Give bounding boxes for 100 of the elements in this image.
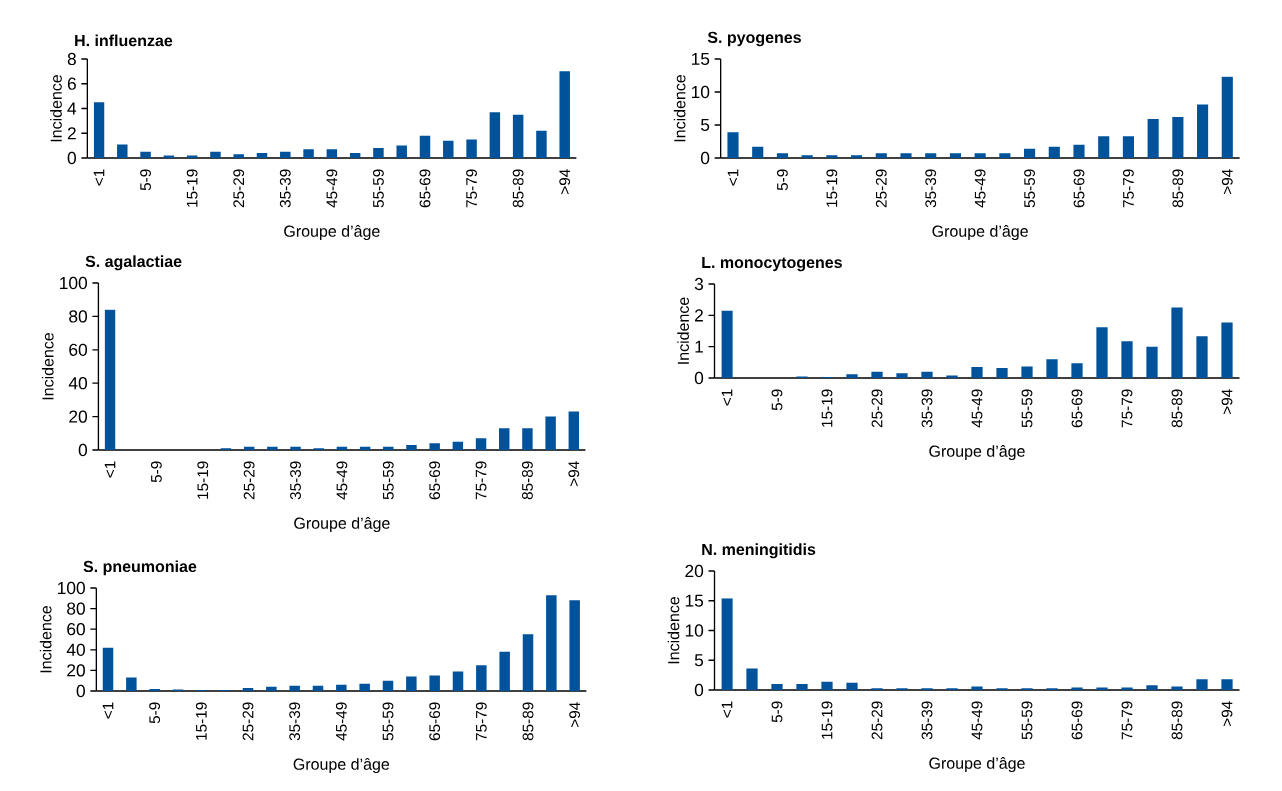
x-tick-label: 65-69 bbox=[1071, 389, 1083, 428]
x-tick-label: 35-39 bbox=[289, 702, 301, 741]
bar bbox=[512, 114, 524, 158]
bar bbox=[1098, 136, 1110, 158]
bar bbox=[1122, 136, 1134, 158]
y-tick-label: 8 bbox=[67, 52, 76, 66]
bar bbox=[536, 130, 547, 158]
x-tick-label: >94 bbox=[1221, 169, 1233, 194]
bar bbox=[267, 446, 278, 450]
bar bbox=[373, 148, 384, 158]
x-tick-label: 75-79 bbox=[1123, 169, 1134, 208]
x-tick-label: 35-39 bbox=[925, 169, 937, 208]
x-tick-label: 35-39 bbox=[290, 461, 301, 500]
bar bbox=[406, 444, 417, 450]
x-tick-label: 25-29 bbox=[242, 702, 254, 741]
x-tick-label: 75-79 bbox=[475, 461, 487, 500]
bar bbox=[846, 682, 858, 690]
x-tick-label: 75-79 bbox=[1121, 701, 1133, 740]
bar bbox=[801, 155, 813, 158]
chart-title: N. meningitidis bbox=[702, 543, 816, 559]
bar bbox=[489, 112, 501, 158]
x-tick-label: 45-49 bbox=[971, 389, 983, 428]
bar bbox=[289, 685, 300, 691]
bar bbox=[303, 149, 314, 158]
y-tick-label: 100 bbox=[58, 581, 85, 595]
x-tick-label: 15-19 bbox=[821, 701, 833, 739]
y-tick-label: 80 bbox=[67, 602, 85, 615]
y-tick-label: 0 bbox=[694, 683, 704, 697]
bar bbox=[821, 681, 833, 690]
bar bbox=[752, 146, 764, 158]
bar bbox=[1171, 307, 1183, 378]
x-tick-label: 85-89 bbox=[512, 169, 524, 208]
x-tick-label: >94 bbox=[568, 461, 580, 486]
x-tick-label: 5-9 bbox=[777, 169, 788, 191]
x-tick-label: >94 bbox=[569, 702, 581, 727]
bar bbox=[476, 665, 487, 691]
y-tick-label: 6 bbox=[67, 77, 76, 90]
bar bbox=[522, 634, 534, 691]
bar bbox=[1221, 76, 1233, 158]
y-tick-label: 20 bbox=[69, 410, 88, 423]
y-tick-label: 0 bbox=[694, 371, 704, 385]
y-tick-label: 10 bbox=[691, 85, 710, 99]
x-tick-label: 15-19 bbox=[197, 461, 209, 499]
x-tick-label: 25-29 bbox=[243, 461, 255, 500]
x-tick-label: >94 bbox=[559, 169, 571, 194]
x-tick-label: 45-49 bbox=[971, 701, 983, 740]
x-tick-label: 55-59 bbox=[382, 461, 394, 500]
y-tick-label: 0 bbox=[700, 151, 710, 165]
x-tick-label: 5-9 bbox=[771, 389, 783, 411]
bar bbox=[126, 677, 137, 691]
x-tick-label: 15-19 bbox=[195, 702, 207, 740]
x-tick-label: 35-39 bbox=[921, 389, 933, 428]
x-tick-label: 25-29 bbox=[233, 169, 245, 208]
bar bbox=[569, 600, 580, 691]
y-tick-label: 15 bbox=[691, 52, 710, 66]
x-axis-title: Groupe d’âge bbox=[929, 445, 1025, 461]
x-tick-label: 15-19 bbox=[186, 169, 198, 207]
bar bbox=[721, 310, 733, 378]
bar bbox=[846, 374, 858, 378]
bar bbox=[1147, 119, 1159, 158]
x-tick-label: 85-89 bbox=[1172, 169, 1184, 208]
x-axis-title: Groupe d’âge bbox=[294, 517, 390, 533]
bar bbox=[93, 102, 105, 158]
y-tick-label: 2 bbox=[67, 127, 76, 140]
bar bbox=[871, 371, 883, 378]
y-tick-label: 40 bbox=[66, 643, 85, 656]
bar bbox=[117, 144, 128, 158]
bar bbox=[851, 155, 863, 158]
x-tick-label: 55-59 bbox=[1021, 389, 1033, 428]
bar bbox=[999, 153, 1011, 158]
y-tick-label: 5 bbox=[694, 654, 704, 667]
bar bbox=[149, 688, 160, 691]
y-tick-label: 80 bbox=[69, 310, 88, 323]
bar bbox=[290, 446, 301, 450]
bar bbox=[210, 151, 221, 158]
y-tick-label: 20 bbox=[67, 664, 85, 677]
bar bbox=[312, 685, 324, 691]
y-tick-label: 0 bbox=[76, 684, 85, 698]
y-axis-title: Incidence bbox=[41, 332, 54, 400]
y-axis-title: Incidence bbox=[667, 596, 680, 664]
x-tick-label: >94 bbox=[1221, 389, 1233, 414]
x-axis-title: Groupe d’âge bbox=[932, 225, 1028, 241]
x-tick-label: 15-19 bbox=[826, 169, 838, 207]
bar bbox=[996, 367, 1008, 378]
bar bbox=[896, 373, 908, 378]
x-tick-label: <1 bbox=[104, 461, 116, 478]
bar bbox=[1121, 341, 1133, 378]
y-tick-label: 3 bbox=[694, 277, 704, 291]
x-tick-label: 35-39 bbox=[921, 701, 933, 740]
x-tick-label: 45-49 bbox=[326, 169, 338, 208]
chart-title: L. monocytogenes bbox=[702, 256, 842, 272]
bar bbox=[1048, 146, 1060, 158]
bar bbox=[1196, 679, 1208, 690]
x-tick-label: <1 bbox=[721, 389, 733, 406]
bar bbox=[1171, 686, 1183, 690]
x-tick-label: 55-59 bbox=[382, 702, 394, 741]
y-tick-label: 1 bbox=[695, 340, 703, 353]
y-tick-label: 15 bbox=[685, 594, 704, 607]
y-tick-label: 5 bbox=[700, 118, 710, 132]
bar bbox=[406, 676, 417, 691]
